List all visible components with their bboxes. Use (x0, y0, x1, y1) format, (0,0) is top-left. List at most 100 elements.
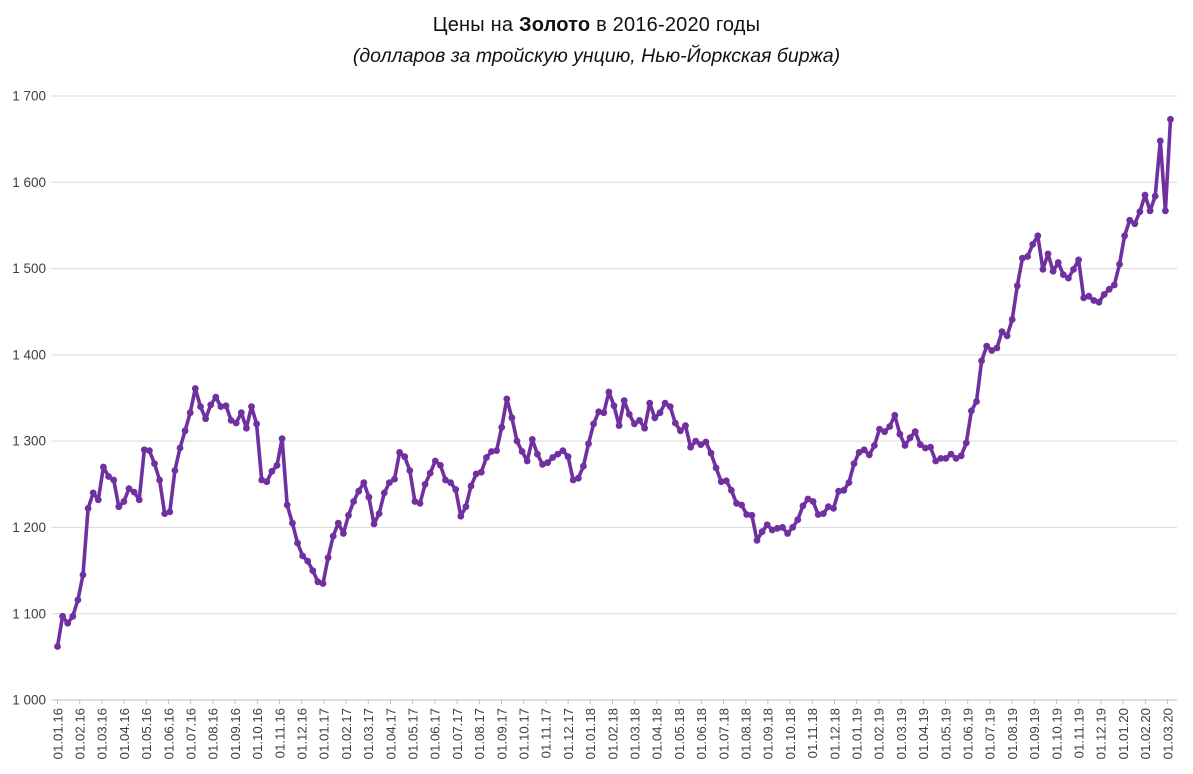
x-axis-tick-label: 01.06.16 (161, 708, 176, 759)
data-point-marker (89, 489, 97, 497)
x-axis-tick-label: 01.06.17 (428, 708, 443, 759)
data-point-marker (804, 495, 812, 503)
x-axis-tick-label: 01.07.17 (450, 708, 465, 759)
y-axis-tick-label: 1 400 (12, 348, 46, 363)
data-point-marker (768, 526, 776, 534)
x-axis-tick-label: 01.09.16 (228, 708, 243, 759)
data-point-marker (493, 447, 500, 454)
data-point-marker (962, 439, 970, 447)
data-point-marker (549, 454, 557, 461)
data-point-marker (1146, 207, 1154, 215)
data-point-marker (620, 397, 628, 404)
data-point-marker (59, 612, 66, 620)
x-axis-tick-label: 01.11.17 (539, 708, 554, 758)
data-point-marker (528, 436, 536, 443)
data-point-marker (636, 417, 643, 424)
data-point-marker (130, 488, 138, 496)
data-point-marker (462, 503, 470, 511)
data-point-marker (181, 427, 189, 435)
data-point-marker (1059, 271, 1067, 278)
x-axis-tick-label: 01.02.20 (1138, 708, 1153, 759)
x-axis-tick-label: 01.04.17 (383, 708, 398, 759)
data-point-marker (401, 453, 409, 461)
data-point-marker (1085, 292, 1093, 300)
data-point-marker (426, 469, 434, 477)
data-point-marker (625, 411, 633, 418)
data-point-marker (416, 499, 424, 507)
data-point-marker (860, 446, 868, 454)
data-point-marker (687, 443, 694, 451)
data-point-marker (799, 502, 807, 510)
y-axis-tick-label: 1 500 (12, 261, 46, 276)
data-point-marker (988, 347, 996, 354)
data-point-marker (191, 385, 199, 392)
x-axis-tick-label: 01.10.18 (783, 708, 798, 759)
data-point-marker (901, 442, 909, 449)
data-point-marker (375, 510, 383, 517)
x-axis-tick-label: 01.03.20 (1160, 708, 1175, 759)
data-point-marker (865, 451, 873, 459)
x-axis-tick-label: 01.05.16 (139, 708, 154, 759)
x-axis-tick-label: 01.05.17 (406, 708, 421, 759)
data-point-marker (69, 612, 77, 620)
data-point-marker (1136, 208, 1144, 216)
data-point-marker (370, 520, 378, 528)
data-point-marker (1110, 281, 1118, 289)
data-point-marker (1019, 254, 1026, 262)
data-point-marker (406, 467, 414, 474)
data-point-marker (1100, 291, 1108, 298)
data-point-marker (477, 468, 485, 476)
data-point-marker (615, 422, 623, 429)
data-point-marker (973, 398, 980, 405)
data-point-marker (253, 420, 260, 428)
x-axis-tick-label: 01.05.19 (938, 708, 953, 759)
data-point-marker (166, 508, 174, 516)
data-point-marker (539, 461, 546, 468)
data-point-marker (605, 388, 613, 396)
x-axis-tick-label: 01.08.16 (206, 708, 221, 759)
data-point-marker (248, 403, 255, 410)
data-point-marker (998, 328, 1006, 335)
data-point-marker (779, 524, 786, 531)
data-point-marker (707, 449, 715, 457)
data-point-marker (1029, 241, 1037, 248)
data-point-marker (677, 427, 684, 435)
data-point-marker (656, 409, 664, 417)
data-point-marker (666, 403, 674, 410)
data-point-marker (819, 510, 827, 517)
data-point-marker (1162, 207, 1169, 215)
data-point-marker (814, 511, 822, 518)
data-point-marker (947, 450, 955, 458)
data-point-marker (1121, 232, 1128, 240)
data-point-marker (717, 478, 725, 486)
data-point-marker (1039, 266, 1047, 273)
data-point-marker (983, 342, 991, 350)
data-point-marker (763, 521, 771, 529)
x-axis-tick-label: 01.10.16 (250, 708, 265, 759)
chart-subtitle: (долларов за тройскую унцию, Нью-Йоркска… (352, 45, 841, 67)
x-axis-tick-label: 01.10.17 (517, 708, 532, 759)
y-axis-tick-label: 1 100 (12, 606, 46, 621)
data-point-marker (324, 554, 332, 561)
x-axis-tick-label: 01.03.19 (894, 708, 909, 759)
x-axis-tick-label: 01.11.16 (272, 708, 287, 758)
x-axis-tick-label: 01.07.19 (983, 708, 998, 759)
data-point-marker (110, 476, 118, 484)
x-axis-tick-label: 01.02.19 (872, 708, 887, 759)
x-axis-tick-label: 01.03.17 (361, 708, 376, 759)
data-point-marker (590, 420, 597, 428)
data-point-marker (431, 457, 439, 465)
x-axis-tick-label: 01.11.18 (805, 708, 820, 758)
x-axis-tick-label: 01.10.19 (1049, 708, 1064, 759)
data-point-marker (523, 457, 531, 465)
data-point-marker (1013, 282, 1021, 290)
data-point-marker (283, 501, 291, 509)
data-point-marker (334, 519, 342, 527)
data-point-marker (294, 539, 301, 547)
data-point-marker (452, 486, 460, 493)
data-point-marker (289, 519, 296, 527)
data-point-marker (79, 571, 87, 579)
data-point-marker (120, 498, 128, 505)
